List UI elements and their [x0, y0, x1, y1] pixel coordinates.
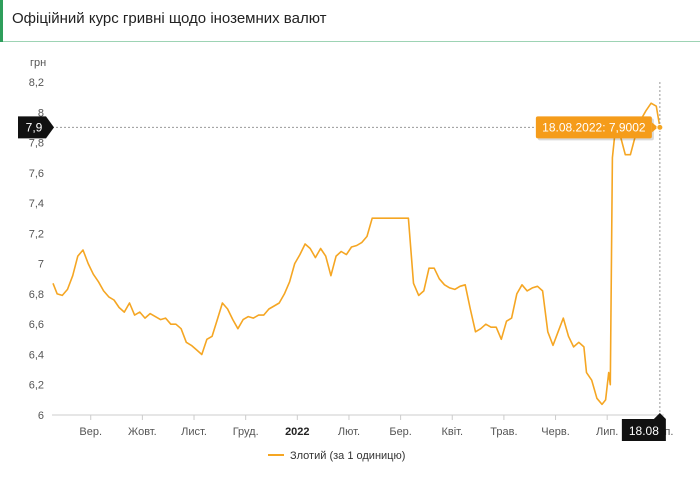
- chart-title: Офіційний курс гривні щодо іноземних вал…: [12, 10, 327, 27]
- series-layer: [52, 102, 661, 406]
- y-tick-label: 6,6: [29, 319, 44, 331]
- x-tick-label: Квіт.: [441, 426, 463, 438]
- y-tick-label: 6,8: [29, 289, 44, 301]
- y-tick-label: 7,4: [29, 198, 44, 210]
- header-accent-bar: [0, 0, 3, 42]
- x-value-flag: [621, 413, 666, 441]
- y-axis: грн 8,2 8 7,8 7,6 7,4 7,2 7 6,8 6,6 6,4 6,2 6: [29, 57, 47, 422]
- legend-label[interactable]: Злотий (за 1 одиницю): [290, 450, 405, 462]
- x-tick-label: Груд.: [233, 426, 259, 438]
- x-tick-label: Лип.: [596, 426, 618, 438]
- x-tick-label: Лют.: [338, 426, 360, 438]
- x-tick-label: 2022: [285, 426, 309, 438]
- legend[interactable]: Злотий (за 1 одиницю): [268, 450, 405, 462]
- tooltip-pointer: [651, 122, 658, 133]
- tooltip-text: 18.08.2022: 7,9002: [542, 120, 646, 134]
- tooltip-box: [535, 116, 652, 139]
- y-tick-label: 7,6: [29, 168, 44, 180]
- y-tick-label: 6: [38, 410, 44, 422]
- highlight-layer: 7,9 18.08 18.08.2022: 7,9002: [18, 82, 666, 441]
- x-tick-label: Бер.: [389, 426, 412, 438]
- y-tick-label: 7,2: [29, 228, 44, 240]
- y-value-flag-label: 7,9: [26, 120, 43, 134]
- x-tick-label: Жовт.: [128, 426, 157, 438]
- x-tick-label: Лист.: [181, 426, 207, 438]
- x-value-flag-label: 18.08: [629, 424, 659, 438]
- x-tick-label: Трав.: [490, 426, 517, 438]
- y-value-flag: [18, 116, 54, 139]
- highlight-point: [656, 123, 664, 131]
- x-axis: Вер. Жовт. Лист. Груд. 2022 Лют. Бер. Квіт. Трав…: [52, 414, 673, 438]
- x-tick-label: Черв.: [541, 426, 569, 438]
- y-tick-label: 8: [38, 107, 44, 119]
- chart-header: Офіційний курс гривні щодо іноземних вал…: [0, 0, 700, 42]
- y-tick-label: 7,8: [29, 138, 44, 150]
- y-tick-label: 6,4: [29, 349, 44, 361]
- y-tick-label: 8,2: [29, 77, 44, 89]
- y-tick-label: 7: [38, 259, 44, 271]
- y-axis-unit: грн: [30, 57, 46, 69]
- x-tick-label: Вер.: [79, 426, 102, 438]
- y-tick-label: 6,2: [29, 380, 44, 392]
- series-line[interactable]: [52, 102, 661, 406]
